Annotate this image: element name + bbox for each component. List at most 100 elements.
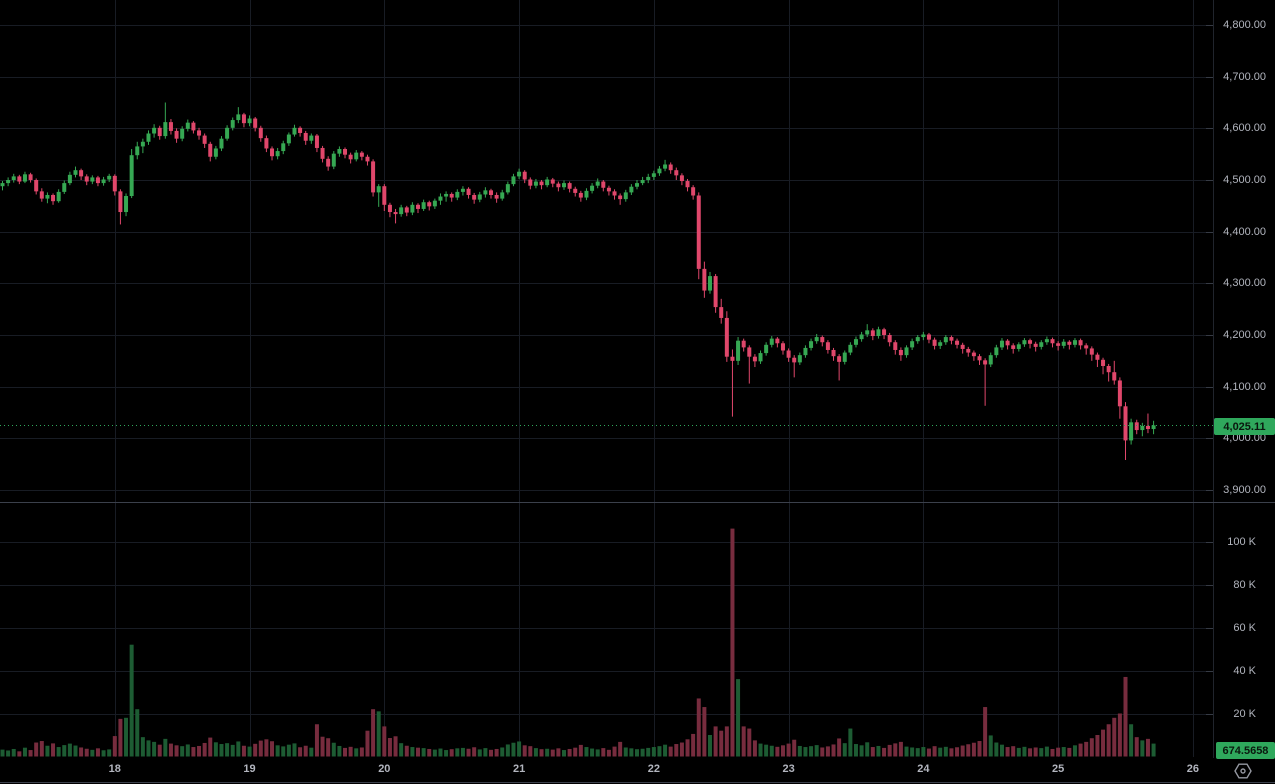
candle-body-up: [505, 184, 510, 193]
candle-body-up: [135, 146, 140, 156]
volume-bar-down: [191, 747, 196, 757]
candle-body-down: [522, 171, 527, 180]
volume-bar-down: [253, 743, 258, 757]
candle-body-up: [213, 148, 218, 157]
candle-body-down: [79, 170, 84, 177]
candle-body-up: [809, 341, 814, 348]
candle-body-up: [943, 337, 948, 343]
candle-body-down: [741, 340, 746, 348]
volume-bar-up: [376, 711, 381, 757]
volume-bar-down: [202, 742, 207, 757]
volume-bar-down: [1067, 747, 1072, 757]
candle-body-up: [331, 153, 336, 167]
volume-bar-up: [803, 747, 808, 757]
volume-bar-up: [651, 747, 656, 757]
price-axis[interactable]: 4,800.00 4,700.00 4,600.00 4,500.00 4,400.00…: [1213, 0, 1275, 758]
volume-bar-down: [174, 745, 179, 757]
volume-bar-down: [270, 741, 275, 757]
volume-bar-up: [1072, 745, 1077, 757]
volume-bar-down: [578, 744, 583, 757]
volume-bar-up: [505, 744, 510, 757]
volume-bar-up: [292, 743, 297, 757]
candle-body-up: [758, 353, 763, 362]
axis-settings-button[interactable]: [1231, 761, 1255, 781]
candle-body-up: [657, 168, 662, 174]
price-tick-label: 4,600.00: [1223, 122, 1266, 135]
candle-body-up: [663, 164, 668, 169]
volume-bar-up: [1022, 746, 1027, 757]
volume-bar-down: [17, 751, 22, 757]
volume-bar-up: [230, 744, 235, 757]
volume-bar-down: [893, 743, 898, 757]
candle-body-up: [292, 127, 297, 135]
volume-bar-up: [483, 748, 488, 757]
time-tick-label: 25: [1051, 763, 1065, 775]
candle-body-up: [921, 334, 926, 338]
candle-body-up: [45, 194, 50, 199]
volume-bar-up: [219, 744, 224, 757]
volume-bar-up: [634, 749, 639, 757]
candle-body-down: [1028, 340, 1033, 344]
volume-bar-down: [1112, 717, 1117, 757]
candle-body-down: [1123, 406, 1128, 441]
volume-bar-up: [438, 748, 443, 757]
volume-bar-up: [399, 743, 404, 757]
candle-body-down: [270, 148, 275, 157]
candle-body-up: [354, 152, 359, 160]
volume-bar-up: [56, 747, 61, 757]
volume-bar-down: [371, 709, 376, 757]
candle-body-down: [387, 204, 392, 213]
volume-bar-down: [208, 737, 213, 757]
candle-body-down: [348, 154, 353, 160]
candle-body-down: [820, 337, 825, 343]
volume-bar-down: [472, 747, 477, 757]
volume-bar-up: [410, 747, 415, 757]
volume-bar-down: [775, 746, 780, 757]
candle-body-down: [825, 342, 830, 350]
candle-body-down: [416, 204, 421, 209]
candle-body-up: [90, 177, 95, 182]
volume-bar-up: [640, 748, 645, 757]
volume-bar-up: [477, 749, 482, 757]
candle-body-up: [1129, 422, 1134, 441]
volume-bar-down: [168, 743, 173, 757]
volume-bar-down: [1134, 737, 1139, 757]
candle-body-down: [404, 207, 409, 213]
volume-bar-up: [213, 742, 218, 757]
price-tick-label: 3,900.00: [1223, 484, 1266, 496]
candle-body-up: [460, 188, 465, 192]
candle-body-down: [34, 180, 39, 192]
candle-body-up: [438, 196, 443, 201]
time-axis[interactable]: 18 19 20 21 22 23 24 25 26: [0, 758, 1275, 784]
candle-body-up: [107, 175, 112, 180]
volume-tick-label: 20 K: [1233, 707, 1256, 720]
candle-body-up: [0, 183, 5, 187]
candle-body-up: [511, 176, 516, 185]
candle-body-down: [578, 192, 583, 198]
candle-body-down: [298, 127, 303, 133]
volume-bar-down: [84, 748, 89, 757]
volume-bar-down: [314, 724, 319, 757]
candle-body-up: [584, 190, 589, 198]
candle-body-up: [163, 122, 168, 137]
candle-body-up: [483, 190, 488, 195]
volume-bar-down: [679, 742, 684, 757]
candle-body-down: [1078, 340, 1083, 346]
candle-body-up: [410, 204, 415, 213]
volume-bar-down: [359, 747, 364, 757]
volume-bar-down: [1078, 743, 1083, 757]
candle-body-down: [466, 188, 471, 195]
volume-bar-up: [140, 737, 145, 757]
gear-hexagon-icon: [1234, 763, 1252, 779]
price-tick-label: 4,400.00: [1223, 225, 1266, 238]
candle-body-down: [1117, 380, 1122, 407]
volume-bar-down: [550, 749, 555, 757]
candle-body-down: [51, 194, 56, 202]
candle-body-up: [6, 180, 11, 184]
volume-bar-down: [1095, 735, 1100, 757]
volume-bar-down: [1005, 747, 1010, 757]
volume-bar-down: [28, 750, 33, 757]
volume-bar-up: [853, 744, 858, 757]
